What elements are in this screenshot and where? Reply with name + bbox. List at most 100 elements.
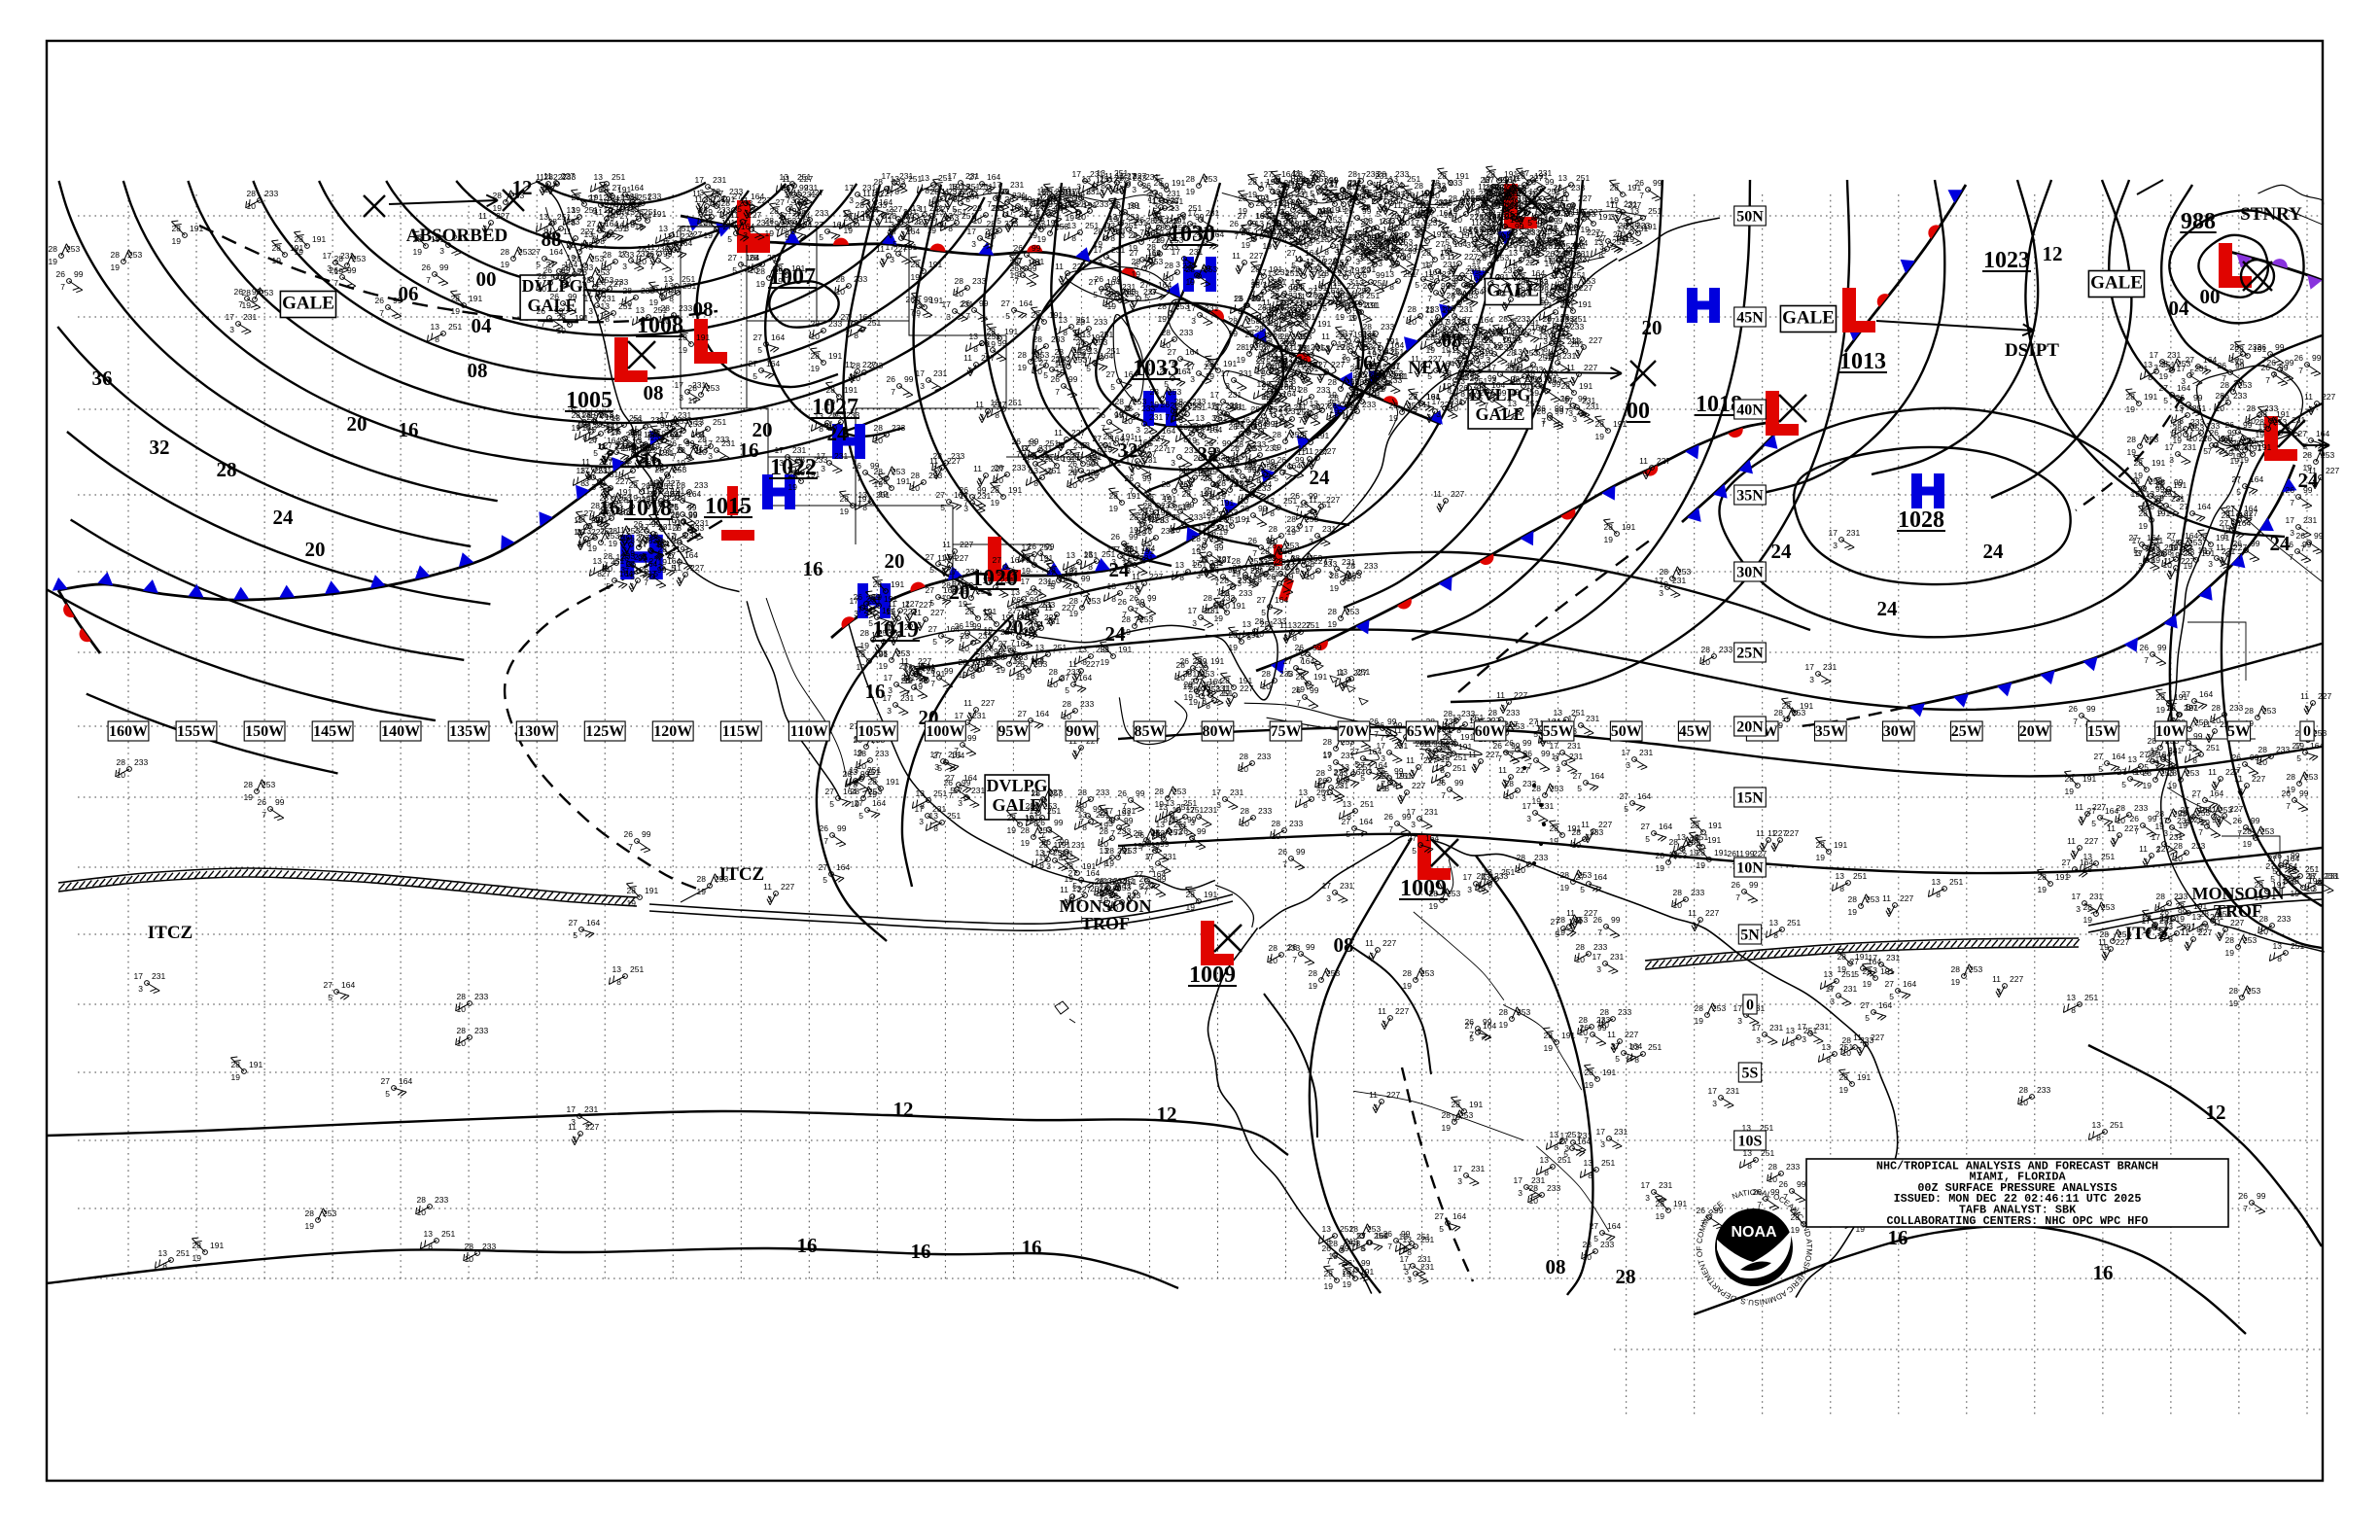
svg-text:10W: 10W — [2155, 723, 2187, 740]
svg-text:16: 16 — [1022, 1236, 1042, 1259]
svg-text:ITCZ: ITCZ — [719, 864, 764, 885]
svg-text:25N: 25N — [1736, 646, 1764, 662]
svg-text:155W: 155W — [177, 723, 216, 740]
svg-text:GALE: GALE — [282, 294, 334, 314]
svg-text:125W: 125W — [585, 723, 624, 740]
svg-text:135W: 135W — [449, 723, 488, 740]
svg-text:30W: 30W — [1883, 723, 1914, 740]
svg-text:20: 20 — [305, 538, 326, 561]
svg-text:12: 12 — [2043, 242, 2063, 265]
svg-text:32: 32 — [150, 436, 170, 459]
svg-text:20: 20 — [752, 418, 773, 441]
svg-text:MONSOON: MONSOON — [2191, 884, 2284, 903]
svg-text:95W: 95W — [998, 723, 1029, 740]
svg-text:16: 16 — [739, 438, 759, 462]
svg-text:TROF: TROF — [1081, 914, 1130, 933]
svg-text:16: 16 — [911, 1240, 931, 1263]
svg-text:24: 24 — [1983, 540, 2005, 563]
svg-text:36: 36 — [92, 367, 113, 390]
svg-text:15N: 15N — [1736, 790, 1764, 807]
svg-text:10S: 10S — [1738, 1134, 1763, 1150]
svg-text:04: 04 — [472, 314, 493, 337]
svg-text:24: 24 — [2270, 532, 2292, 555]
svg-text:110W: 110W — [790, 723, 828, 740]
svg-text:12: 12 — [2206, 1101, 2226, 1124]
svg-text:16: 16 — [865, 680, 886, 703]
svg-text:GALE: GALE — [1782, 308, 1835, 329]
svg-text:0: 0 — [2303, 723, 2311, 740]
svg-text:ITCZ: ITCZ — [148, 923, 192, 943]
svg-text:1009: 1009 — [1189, 962, 1236, 988]
svg-text:45N: 45N — [1736, 310, 1764, 327]
svg-text:NHC/TROPICAL ANALYSIS AND FORE: NHC/TROPICAL ANALYSIS AND FORECAST BRANC… — [1876, 1159, 2158, 1172]
svg-text:988: 988 — [2181, 209, 2216, 234]
svg-text:00: 00 — [2200, 285, 2221, 308]
svg-text:STNRY: STNRY — [2240, 204, 2302, 225]
svg-text:1009: 1009 — [1400, 876, 1447, 901]
svg-text:75W: 75W — [1271, 723, 1302, 740]
svg-text:130W: 130W — [517, 723, 556, 740]
svg-text:28: 28 — [1616, 1265, 1636, 1288]
svg-text:65W: 65W — [1407, 723, 1438, 740]
svg-text:MIAMI, FLORIDA: MIAMI, FLORIDA — [1969, 1171, 2066, 1184]
svg-text:80W: 80W — [1203, 723, 1234, 740]
svg-text:28: 28 — [217, 458, 237, 481]
svg-text:15W: 15W — [2087, 723, 2118, 740]
svg-text:1015: 1015 — [705, 494, 752, 519]
svg-text:COLLABORATING CENTERS: NHC OPC: COLLABORATING CENTERS: NHC OPC WPC HFO — [1886, 1214, 2148, 1228]
svg-text:16: 16 — [803, 557, 823, 580]
svg-text:DSIPT: DSIPT — [2005, 340, 2059, 361]
svg-text:12: 12 — [1157, 1102, 1177, 1126]
svg-text:24: 24 — [273, 506, 295, 529]
svg-text:50N: 50N — [1736, 209, 1764, 226]
svg-text:12: 12 — [893, 1098, 914, 1121]
svg-text:5N: 5N — [1740, 928, 1760, 944]
svg-text:120W: 120W — [653, 723, 692, 740]
svg-text:24: 24 — [1105, 622, 1127, 646]
svg-text:06: 06 — [399, 282, 419, 305]
svg-text:1023: 1023 — [1983, 248, 2030, 273]
svg-text:105W: 105W — [858, 723, 896, 740]
svg-text:10N: 10N — [1736, 860, 1764, 877]
svg-text:00: 00 — [476, 267, 497, 291]
svg-text:08: 08 — [1546, 1255, 1566, 1278]
svg-text:25W: 25W — [1951, 723, 1982, 740]
svg-text:04: 04 — [2169, 297, 2190, 320]
svg-text:16: 16 — [399, 418, 419, 441]
svg-text:00Z SURFACE PRESSURE ANALYSIS: 00Z SURFACE PRESSURE ANALYSIS — [1917, 1181, 2117, 1195]
svg-text:24: 24 — [1310, 466, 1331, 489]
svg-text:16: 16 — [2093, 1261, 2114, 1284]
svg-text:115W: 115W — [722, 723, 760, 740]
svg-text:35N: 35N — [1736, 488, 1764, 505]
svg-text:24: 24 — [1771, 540, 1793, 563]
svg-text:100W: 100W — [926, 723, 964, 740]
svg-text:70W: 70W — [1339, 723, 1370, 740]
svg-text:NOAA: NOAA — [1731, 1224, 1777, 1241]
svg-text:145W: 145W — [313, 723, 352, 740]
svg-text:1013: 1013 — [1839, 349, 1886, 374]
svg-text:20: 20 — [1642, 316, 1662, 339]
svg-text:16: 16 — [797, 1234, 818, 1257]
svg-text:20N: 20N — [1736, 719, 1764, 736]
svg-text:160W: 160W — [109, 723, 148, 740]
svg-text:08: 08 — [1334, 933, 1354, 957]
svg-text:20W: 20W — [2019, 723, 2050, 740]
svg-text:GALE: GALE — [2090, 273, 2143, 294]
svg-text:140W: 140W — [381, 723, 420, 740]
svg-text:08: 08 — [468, 359, 488, 382]
svg-text:20: 20 — [885, 549, 905, 573]
svg-text:20: 20 — [347, 412, 368, 436]
svg-text:ISSUED: MON DEC 22 02:46:11 UT: ISSUED: MON DEC 22 02:46:11 UTC 2025 — [1894, 1192, 2142, 1206]
svg-text:60W: 60W — [1475, 723, 1506, 740]
svg-text:5W: 5W — [2227, 723, 2251, 740]
svg-text:1028: 1028 — [1898, 508, 1944, 533]
svg-text:90W: 90W — [1066, 723, 1097, 740]
svg-text:08: 08 — [644, 381, 664, 404]
svg-text:55W: 55W — [1543, 723, 1574, 740]
svg-text:08: 08 — [693, 298, 714, 321]
svg-text:00: 00 — [1627, 399, 1650, 424]
svg-text:5S: 5S — [1742, 1066, 1759, 1082]
svg-text:35W: 35W — [1815, 723, 1846, 740]
svg-text:150W: 150W — [245, 723, 284, 740]
svg-text:40N: 40N — [1736, 402, 1764, 419]
